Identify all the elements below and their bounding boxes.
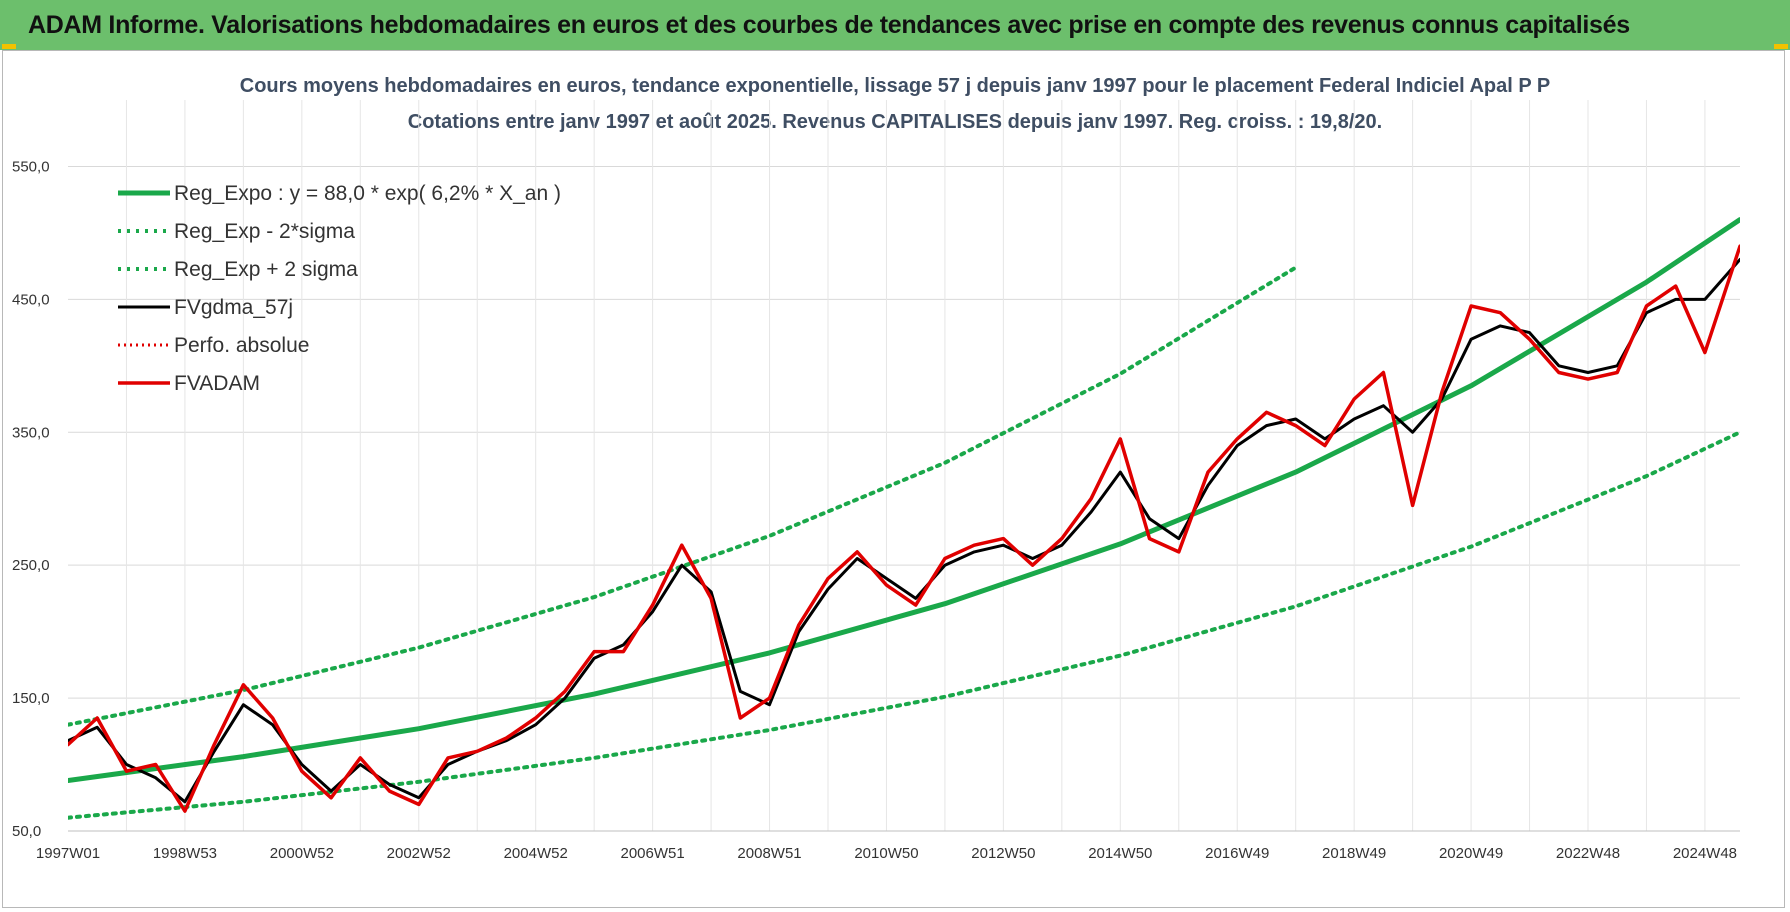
y-tick-label: 250,0 (12, 557, 50, 574)
legend-label: FVgdma_57j (174, 296, 293, 319)
series-line-5 (68, 244, 1740, 813)
x-tick-label: 2018W49 (1322, 845, 1386, 862)
report-header: ADAM Informe. Valorisations hebdomadaire… (0, 0, 1790, 50)
x-tick-label: 2000W52 (270, 845, 334, 862)
x-tick-label: 2008W51 (737, 845, 801, 862)
y-tick-label: 450,0 (12, 291, 50, 308)
legend-label: Reg_Exp - 2*sigma (174, 220, 355, 243)
legend-label: Perfo. absolue (174, 334, 309, 357)
x-tick-label: 2014W50 (1088, 845, 1152, 862)
chart-subtitle: Cotations entre janv 1997 et août 2025. … (407, 111, 1383, 133)
series-line-0 (68, 217, 1740, 783)
y-tick-label: 550,0 (12, 158, 50, 175)
series-line-1 (68, 430, 1740, 820)
x-tick-label: 2016W49 (1205, 845, 1269, 862)
x-tick-label: 2012W50 (971, 845, 1035, 862)
x-tick-label: 1998W53 (153, 845, 217, 862)
chart-title: Cours moyens hebdomadaires en euros, ten… (239, 75, 1551, 97)
frame-corner-mark (2, 44, 16, 49)
series-line-3 (68, 258, 1740, 804)
x-tick-label: 2006W51 (621, 845, 685, 862)
y-tick-label: 50,0 (12, 823, 41, 840)
legend-label: Reg_Exp + 2 sigma (174, 258, 358, 281)
x-tick-label: 2024W48 (1673, 845, 1737, 862)
x-tick-label: 1997W01 (36, 845, 100, 862)
legend-label: Reg_Expo : y = 88,0 * exp( 6,2% * X_an ) (174, 182, 561, 205)
report-title: ADAM Informe. Valorisations hebdomadaire… (28, 10, 1630, 39)
frame-corner-mark (1774, 44, 1788, 49)
x-tick-label: 2020W49 (1439, 845, 1503, 862)
x-tick-label: 2022W48 (1556, 845, 1620, 862)
x-tick-label: 2002W52 (387, 845, 451, 862)
legend-label: FVADAM (174, 372, 260, 395)
x-tick-label: 2010W50 (854, 845, 918, 862)
y-tick-label: 350,0 (12, 424, 50, 441)
chart-frame (2, 50, 1785, 908)
x-tick-label: 2004W52 (504, 845, 568, 862)
y-tick-label: 150,0 (12, 690, 50, 707)
